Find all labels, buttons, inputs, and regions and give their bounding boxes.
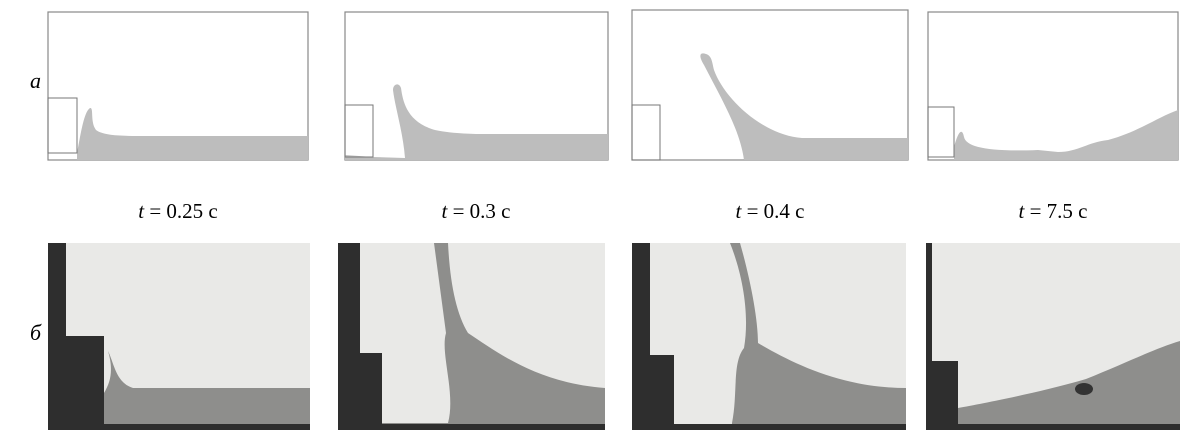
text: t (138, 199, 145, 223)
text: t (1018, 199, 1025, 223)
text: = 7.5 с (1030, 199, 1088, 223)
experiment-photo (632, 243, 906, 430)
row-label: б (30, 320, 42, 345)
text: t (441, 199, 448, 223)
time-label: t = 0.3 с (441, 199, 510, 223)
text: = 0.3 с (453, 199, 511, 223)
experiment-photo (926, 243, 1180, 430)
text: t (735, 199, 742, 223)
text: = 0.4 с (747, 199, 805, 223)
time-label: t = 0.4 с (735, 199, 804, 223)
simulation-panel (47, 11, 309, 161)
experiment-photo (338, 243, 605, 430)
time-label: t = 7.5 с (1018, 199, 1087, 223)
simulation-panel (927, 11, 1179, 161)
simulation-panel (344, 11, 609, 161)
experiment-photo (48, 243, 310, 430)
time-label: t = 0.25 с (138, 199, 218, 223)
simulation-panel (631, 9, 909, 161)
row-label: а (30, 68, 41, 93)
text: = 0.25 с (149, 199, 217, 223)
